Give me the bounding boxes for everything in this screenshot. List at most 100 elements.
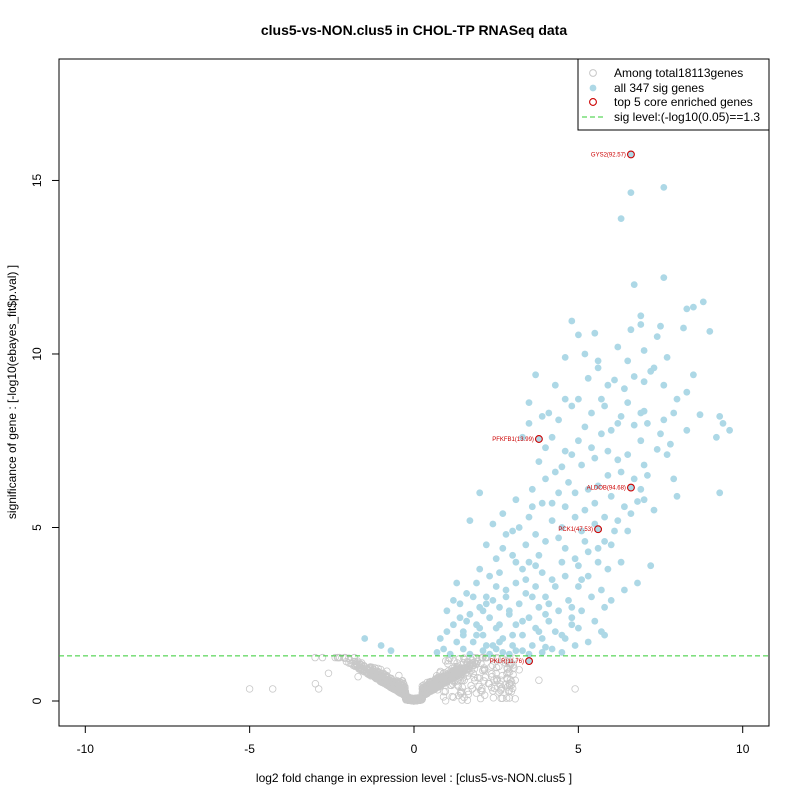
sig-gene-point bbox=[584, 485, 592, 493]
gene-point bbox=[397, 679, 406, 687]
sig-gene-point bbox=[519, 631, 526, 639]
gene-point bbox=[441, 697, 450, 705]
sig-gene-point bbox=[558, 524, 566, 531]
sig-gene-point bbox=[624, 399, 632, 406]
sig-gene-point bbox=[696, 411, 704, 419]
core-gene-label: PFKFB1(13.99) bbox=[492, 437, 534, 443]
gene-point bbox=[465, 664, 474, 672]
sig-gene-point bbox=[634, 498, 641, 505]
sig-gene-point bbox=[486, 614, 493, 622]
sig-gene-point bbox=[670, 409, 678, 417]
gene-point bbox=[318, 653, 327, 662]
gene-point bbox=[475, 682, 483, 691]
sig-gene-point bbox=[637, 437, 645, 445]
sig-gene-point bbox=[660, 274, 668, 281]
sig-gene-point bbox=[614, 343, 622, 351]
sig-gene-point bbox=[607, 541, 615, 549]
legend-marker-total bbox=[589, 69, 597, 77]
sig-gene-point bbox=[611, 527, 618, 535]
sig-gene-point bbox=[637, 321, 645, 328]
sig-gene-point bbox=[509, 642, 516, 649]
sig-gene-point bbox=[558, 649, 566, 656]
sig-gene-point bbox=[459, 628, 467, 635]
sig-gene-point bbox=[476, 624, 484, 632]
sig-gene-point bbox=[575, 562, 582, 570]
sig-gene-point bbox=[538, 569, 546, 576]
gene-point bbox=[450, 673, 458, 681]
x-axis-label: log2 fold change in expression level : [… bbox=[256, 771, 572, 785]
sig-gene-point bbox=[617, 215, 625, 223]
sig-gene-point bbox=[690, 303, 697, 311]
chart-title: clus5-vs-NON.clus5 in CHOL-TP RNASeq dat… bbox=[261, 22, 567, 38]
sig-gene-point bbox=[660, 381, 668, 389]
gene-point bbox=[324, 669, 333, 677]
sig-gene-point bbox=[486, 572, 493, 580]
sig-gene-point bbox=[548, 517, 556, 524]
sig-gene-point bbox=[621, 503, 628, 511]
sig-gene-point bbox=[561, 447, 569, 455]
sig-gene-point bbox=[706, 328, 714, 335]
sig-gene-point bbox=[496, 638, 503, 646]
legend-label-total: Among total18113genes bbox=[614, 66, 743, 80]
sig-gene-point bbox=[476, 565, 484, 573]
sig-gene-point bbox=[568, 621, 576, 629]
gene-point bbox=[467, 681, 475, 690]
sig-gene-point bbox=[614, 456, 622, 464]
sig-gene-point bbox=[456, 614, 464, 622]
gene-point bbox=[509, 670, 517, 679]
sig-gene-point bbox=[528, 503, 536, 511]
sig-gene-point bbox=[575, 624, 582, 632]
sig-gene-point bbox=[476, 489, 484, 497]
sig-gene-point bbox=[726, 426, 733, 434]
sig-gene-point bbox=[594, 357, 602, 365]
core-gene-point bbox=[626, 483, 635, 492]
sig-gene-point bbox=[525, 399, 533, 406]
sig-gene-point bbox=[653, 446, 661, 453]
sig-gene-point bbox=[713, 433, 720, 441]
sig-gene-point bbox=[443, 607, 451, 615]
sig-gene-point bbox=[502, 531, 510, 538]
sig-gene-point bbox=[650, 364, 658, 372]
sig-gene-point bbox=[719, 420, 727, 427]
sig-gene-point bbox=[601, 513, 608, 521]
gene-point bbox=[472, 689, 480, 697]
sig-gene-point bbox=[542, 475, 549, 483]
plot-frame bbox=[58, 58, 770, 727]
y-tick-label: 5 bbox=[30, 524, 44, 531]
sig-gene-point bbox=[453, 579, 461, 587]
sig-gene-point bbox=[627, 326, 635, 334]
sig-gene-point bbox=[466, 517, 474, 524]
sig-gene-point bbox=[496, 569, 503, 576]
sig-gene-point bbox=[683, 305, 691, 313]
gene-point bbox=[387, 682, 395, 690]
sig-gene-point bbox=[551, 583, 559, 590]
sig-gene-point bbox=[568, 451, 576, 458]
sig-gene-point bbox=[627, 510, 635, 517]
gene-point bbox=[485, 679, 493, 688]
legend-label-core: top 5 core enriched genes bbox=[614, 95, 753, 109]
sig-gene-point bbox=[667, 440, 674, 448]
legend-label-sig-line: sig level:(-log10(0.05)==1.3 bbox=[614, 110, 760, 124]
sig-gene-point bbox=[604, 447, 612, 455]
gene-point bbox=[571, 685, 579, 693]
sig-gene-point bbox=[512, 647, 520, 655]
gene-point bbox=[365, 664, 373, 672]
sig-gene-point bbox=[598, 430, 605, 438]
sig-gene-point bbox=[660, 416, 668, 424]
sig-gene-point bbox=[436, 635, 444, 642]
sig-gene-point bbox=[453, 638, 461, 646]
gene-point bbox=[460, 655, 469, 664]
sig-gene-point bbox=[571, 489, 579, 497]
gene-point bbox=[403, 695, 411, 703]
gene-point bbox=[383, 681, 392, 689]
sig-gene-point bbox=[469, 638, 477, 646]
legend-marker-core bbox=[589, 98, 597, 106]
sig-gene-point bbox=[469, 593, 477, 601]
y-axis-label: significance of gene : [-log10(ebayes_fi… bbox=[5, 265, 19, 519]
sig-gene-point bbox=[581, 423, 589, 431]
sig-gene-point bbox=[571, 555, 579, 563]
sig-gene-point bbox=[502, 593, 510, 601]
sig-gene-point bbox=[482, 593, 490, 601]
sig-gene-point bbox=[575, 437, 582, 445]
sig-gene-point bbox=[528, 593, 536, 601]
